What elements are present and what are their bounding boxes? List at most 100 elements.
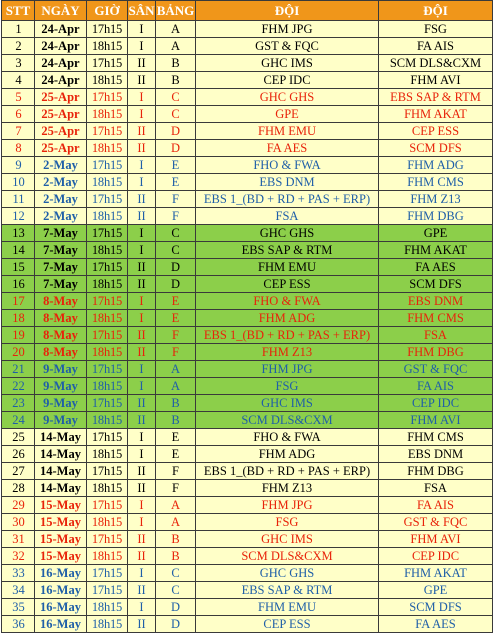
court-cell: II: [127, 54, 156, 72]
table-row: 20 8-May 18h15 II F FHM Z13 FHM DBG: [1, 343, 493, 361]
team-2-cell: FHM ADG: [378, 156, 493, 174]
team-1-cell: FHM Z13: [195, 479, 379, 497]
team-1-cell: FSA: [195, 207, 379, 225]
team-1-cell: GHC IMS: [195, 530, 379, 548]
match-time-cell: 17h15: [86, 462, 128, 480]
match-date-cell: 15-May: [34, 530, 87, 548]
group-cell: C: [155, 105, 196, 123]
match-date-cell: 16-May: [34, 581, 87, 599]
group-cell: A: [155, 360, 196, 378]
court-cell: I: [127, 360, 156, 378]
court-cell: II: [127, 479, 156, 497]
team-1-cell: GHC GHS: [195, 564, 379, 582]
match-number-cell: 18: [1, 309, 35, 327]
match-time-cell: 17h15: [86, 224, 128, 242]
team-2-cell: FHM DBG: [378, 207, 493, 225]
table-row: 26 14-May 18h15 I E FHM ADG EBS DNM: [1, 445, 493, 463]
group-cell: E: [155, 156, 196, 174]
table-row: 29 15-May 17h15 I A FHM JPG FA AIS: [1, 496, 493, 514]
match-number-cell: 6: [1, 105, 35, 123]
court-cell: II: [127, 343, 156, 361]
team-1-cell: CEP ESS: [195, 615, 379, 633]
match-number-cell: 27: [1, 462, 35, 480]
match-time-cell: 18h15: [86, 343, 128, 361]
match-date-cell: 2-May: [34, 190, 87, 208]
team-1-cell: FSG: [195, 513, 379, 531]
match-number-cell: 16: [1, 275, 35, 293]
group-cell: B: [155, 54, 196, 72]
team-1-cell: GPE: [195, 105, 379, 123]
match-number-cell: 2: [1, 37, 35, 55]
group-cell: B: [155, 394, 196, 412]
match-number-cell: 25: [1, 428, 35, 446]
match-time-cell: 17h15: [86, 394, 128, 412]
match-date-cell: 24-Apr: [34, 71, 87, 89]
team-2-cell: FHM AVI: [378, 71, 493, 89]
match-number-cell: 30: [1, 513, 35, 531]
match-time-cell: 18h15: [86, 411, 128, 429]
match-date-cell: 25-Apr: [34, 139, 87, 157]
table-row: 13 7-May 17h15 I C GHC GHS GPE: [1, 224, 493, 242]
team-2-cell: FHM DBG: [378, 462, 493, 480]
table-row: 5 25-Apr 17h15 I C GHC GHS EBS SAP & RTM: [1, 88, 493, 106]
match-time-cell: 18h15: [86, 598, 128, 616]
team-2-cell: SCM DFS: [378, 598, 493, 616]
match-time-cell: 17h15: [86, 156, 128, 174]
match-date-cell: 2-May: [34, 207, 87, 225]
group-cell: E: [155, 445, 196, 463]
court-cell: I: [127, 156, 156, 174]
court-cell: II: [127, 275, 156, 293]
group-cell: D: [155, 139, 196, 157]
team-1-cell: EBS 1_(BD + RD + PAS + ERP): [195, 326, 379, 344]
group-cell: C: [155, 88, 196, 106]
court-cell: I: [127, 445, 156, 463]
match-time-cell: 18h15: [86, 275, 128, 293]
match-time-cell: 17h15: [86, 581, 128, 599]
group-cell: C: [155, 224, 196, 242]
match-date-cell: 24-Apr: [34, 37, 87, 55]
team-1-cell: FHM JPG: [195, 360, 379, 378]
team-1-cell: FHM EMU: [195, 258, 379, 276]
match-number-cell: 23: [1, 394, 35, 412]
match-number-cell: 12: [1, 207, 35, 225]
header-group: BẢNG: [155, 0, 196, 21]
header-team-2: ĐỘI: [378, 0, 493, 21]
team-2-cell: FSA: [378, 326, 493, 344]
match-time-cell: 18h15: [86, 37, 128, 55]
match-number-cell: 3: [1, 54, 35, 72]
team-1-cell: FHM JPG: [195, 496, 379, 514]
match-number-cell: 29: [1, 496, 35, 514]
table-row: 3 24-Apr 17h15 II B GHC IMS SCM DLS&CXM: [1, 54, 493, 72]
match-time-cell: 18h15: [86, 105, 128, 123]
group-cell: E: [155, 309, 196, 327]
team-1-cell: GHC IMS: [195, 54, 379, 72]
match-time-cell: 17h15: [86, 428, 128, 446]
header-team-1: ĐỘI: [195, 0, 379, 21]
group-cell: B: [155, 530, 196, 548]
match-date-cell: 7-May: [34, 275, 87, 293]
table-row: 33 16-May 17h15 I C GHC GHS FHM AKAT: [1, 564, 493, 582]
team-1-cell: GST & FQC: [195, 37, 379, 55]
match-time-cell: 18h15: [86, 309, 128, 327]
match-time-cell: 18h15: [86, 513, 128, 531]
team-2-cell: GPE: [378, 224, 493, 242]
header-row: STT NGÀY GIỜ SÂN BẢNG ĐỘI ĐỘI: [1, 0, 493, 21]
match-time-cell: 17h15: [86, 292, 128, 310]
table-row: 15 7-May 17h15 II D FHM EMU FA AES: [1, 258, 493, 276]
match-time-cell: 17h15: [86, 54, 128, 72]
group-cell: E: [155, 173, 196, 191]
court-cell: II: [127, 190, 156, 208]
match-date-cell: 15-May: [34, 547, 87, 565]
group-cell: C: [155, 241, 196, 259]
team-2-cell: FHM Z13: [378, 190, 493, 208]
match-number-cell: 4: [1, 71, 35, 89]
group-cell: A: [155, 37, 196, 55]
match-date-cell: 2-May: [34, 156, 87, 174]
header-court: SÂN: [127, 0, 156, 21]
match-number-cell: 11: [1, 190, 35, 208]
match-number-cell: 32: [1, 547, 35, 565]
match-date-cell: 16-May: [34, 598, 87, 616]
court-cell: I: [127, 598, 156, 616]
group-cell: B: [155, 411, 196, 429]
team-2-cell: SCM DFS: [378, 139, 493, 157]
